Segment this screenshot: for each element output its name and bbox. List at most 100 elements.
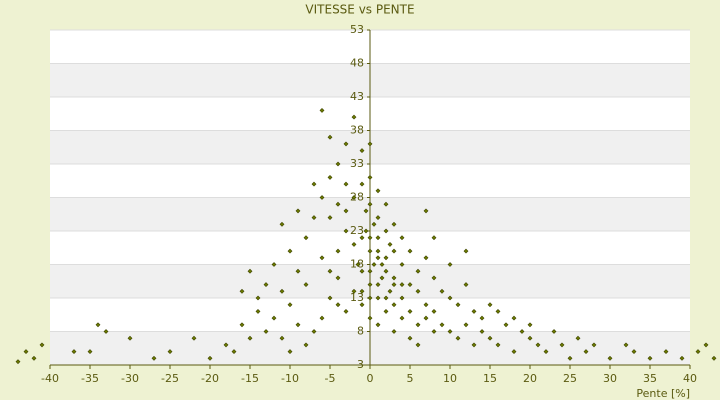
point	[359, 235, 365, 241]
point	[415, 322, 421, 328]
point	[431, 235, 437, 241]
point	[495, 342, 501, 348]
point	[127, 335, 133, 341]
point	[391, 282, 397, 288]
point	[367, 174, 373, 180]
point	[239, 288, 245, 294]
point	[375, 235, 381, 241]
point	[527, 335, 533, 341]
point	[343, 181, 349, 187]
point	[407, 248, 413, 254]
point	[287, 302, 293, 308]
point	[607, 355, 613, 361]
point	[439, 288, 445, 294]
point	[535, 342, 541, 348]
point	[367, 315, 373, 321]
point	[359, 288, 365, 294]
point	[279, 221, 285, 227]
point	[567, 355, 573, 361]
x-tick-label: -5	[325, 372, 336, 385]
point	[167, 349, 173, 355]
point	[423, 315, 429, 321]
point	[371, 221, 377, 227]
point	[423, 302, 429, 308]
point	[15, 359, 21, 365]
point	[359, 181, 365, 187]
point	[391, 329, 397, 334]
x-tick-label: -25	[161, 372, 179, 385]
point	[407, 335, 413, 341]
point	[391, 275, 397, 281]
point	[367, 248, 373, 254]
x-tick-label: 20	[523, 372, 537, 385]
point	[375, 215, 381, 221]
point	[379, 262, 385, 267]
point	[247, 335, 253, 341]
point	[383, 268, 389, 274]
point	[263, 282, 269, 288]
point	[23, 349, 29, 355]
y-tick-label: 33	[350, 157, 364, 170]
y-tick-label: 13	[350, 291, 364, 304]
point	[31, 355, 37, 361]
point	[415, 268, 421, 274]
point	[351, 241, 357, 247]
point	[367, 235, 373, 241]
point	[399, 262, 405, 267]
point	[319, 255, 325, 261]
point	[527, 322, 533, 328]
point	[367, 282, 373, 288]
point	[415, 342, 421, 348]
point	[543, 349, 549, 355]
point	[387, 241, 393, 247]
point	[519, 329, 525, 334]
point	[239, 322, 245, 328]
point	[447, 295, 453, 301]
x-tick-label: -35	[81, 372, 99, 385]
x-tick-label: -20	[201, 372, 219, 385]
point	[191, 335, 197, 341]
point	[387, 288, 393, 294]
point	[463, 248, 469, 254]
point	[311, 215, 317, 221]
y-tick-label: 3	[357, 358, 364, 371]
point	[575, 335, 581, 341]
point	[375, 188, 381, 194]
point	[103, 329, 109, 334]
point	[399, 295, 405, 301]
point	[583, 349, 589, 355]
point	[371, 262, 377, 267]
point	[407, 308, 413, 314]
point	[623, 342, 629, 348]
point	[695, 349, 701, 355]
point	[359, 302, 365, 308]
point	[631, 349, 637, 355]
point	[207, 355, 213, 361]
point	[375, 282, 381, 288]
x-tick-label: 15	[483, 372, 497, 385]
y-tick-label: 48	[350, 57, 364, 70]
point	[351, 288, 357, 294]
point	[343, 228, 349, 234]
point	[391, 302, 397, 308]
point	[383, 255, 389, 261]
point	[375, 322, 381, 328]
point	[351, 195, 357, 200]
point	[363, 208, 369, 214]
point	[343, 208, 349, 214]
x-tick-label: -15	[241, 372, 259, 385]
point	[279, 335, 285, 341]
x-tick-label: 35	[643, 372, 657, 385]
point	[375, 255, 381, 261]
point	[295, 268, 301, 274]
point	[431, 275, 437, 281]
point	[327, 295, 333, 301]
point	[311, 329, 317, 334]
point	[503, 322, 509, 328]
x-tick-label: -10	[281, 372, 299, 385]
point	[375, 248, 381, 254]
point	[551, 329, 557, 334]
point	[359, 148, 365, 154]
chart-title: VITESSE vs PENTE	[305, 3, 414, 17]
point	[287, 248, 293, 254]
